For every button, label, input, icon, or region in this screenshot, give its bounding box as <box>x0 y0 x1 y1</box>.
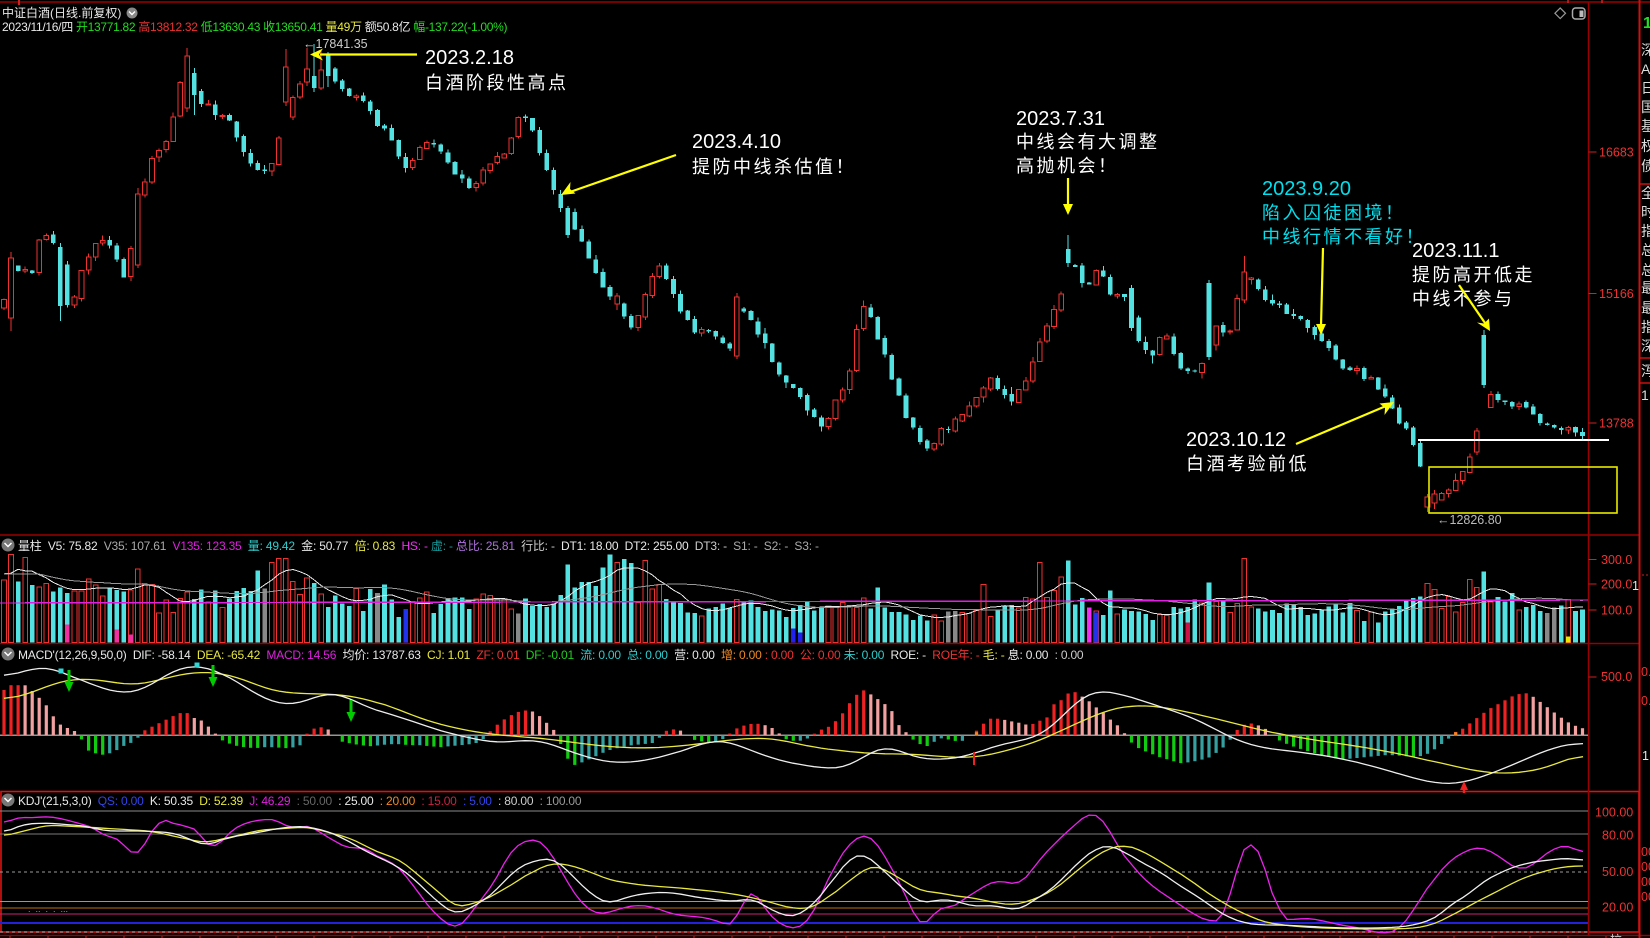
svg-text:总: 总 <box>1641 242 1650 258</box>
svg-text:. .. . . ...: . .. . . ... <box>28 904 68 914</box>
svg-text:2023.4.10: 2023.4.10 <box>692 131 781 153</box>
svg-text:0.0: 0.0 <box>1641 665 1650 679</box>
svg-text:2023/11/16/四 开13771.82 高13812.: 2023/11/16/四 开13771.82 高13812.32 低13630.… <box>2 19 507 34</box>
svg-text:200.0: 200.0 <box>1601 578 1632 592</box>
svg-text:15166: 15166 <box>1599 287 1634 301</box>
svg-text:13788: 13788 <box>1599 417 1634 431</box>
svg-text:KDJ'(21,5,3,0) QS: 0.00 K: 5: KDJ'(21,5,3,0) QS: 0.00 K: 50.35 D: 52.3… <box>18 794 582 808</box>
svg-text:指: 指 <box>1641 223 1650 239</box>
svg-text:泻: 泻 <box>1641 363 1650 379</box>
svg-text:债: 债 <box>1641 158 1650 174</box>
svg-text:80.00: 80.00 <box>1602 829 1633 843</box>
svg-text:全: 全 <box>1641 185 1650 201</box>
svg-text:时: 时 <box>1641 204 1650 220</box>
svg-text:00: 00 <box>1641 845 1650 859</box>
svg-text:权: 权 <box>1641 138 1650 154</box>
svg-text:高抛机会！: 高抛机会！ <box>1016 156 1119 176</box>
svg-text:2023.2.18: 2023.2.18 <box>425 47 514 69</box>
svg-text:00: 00 <box>1641 890 1650 904</box>
svg-text:中线行情不看好！: 中线行情不看好！ <box>1262 227 1426 247</box>
svg-text:A: A <box>1641 61 1650 77</box>
svg-text:指: 指 <box>1641 319 1650 335</box>
svg-text:国: 国 <box>1641 99 1650 115</box>
svg-text:中线会有大调整: 中线会有大调整 <box>1016 132 1160 152</box>
svg-text:20.00: 20.00 <box>1602 901 1633 915</box>
svg-text:300.0: 300.0 <box>1601 553 1632 567</box>
svg-text:提防高开低走: 提防高开低走 <box>1412 265 1535 285</box>
svg-text:深: 深 <box>1641 42 1650 58</box>
svg-text:白酒考验前低: 白酒考验前低 <box>1186 454 1309 474</box>
svg-text:2023.9.20: 2023.9.20 <box>1262 178 1351 200</box>
svg-text:日: 日 <box>1641 80 1650 96</box>
svg-text:中线不参与: 中线不参与 <box>1412 289 1515 309</box>
svg-text:量柱 V5: 75.82 V35: 107.61 V1: 量柱 V5: 75.82 V35: 107.61 V135: 123.35 量:… <box>18 538 819 553</box>
svg-text:00: 00 <box>1641 860 1650 874</box>
svg-text:最: 最 <box>1641 280 1650 296</box>
svg-text:1: 1 <box>1632 579 1639 593</box>
svg-text:100.0: 100.0 <box>1601 604 1632 618</box>
svg-text:500.0: 500.0 <box>1601 670 1632 684</box>
svg-text:陷入囚徒困境！: 陷入囚徒困境！ <box>1262 203 1406 223</box>
svg-text:0.0: 0.0 <box>1641 694 1650 708</box>
svg-text:1: 1 <box>1642 749 1649 763</box>
svg-text:最: 最 <box>1641 300 1650 316</box>
svg-text:MACD'(12,26,9,50,0) DIF: -58.: MACD'(12,26,9,50,0) DIF: -58.14 DEA: -65… <box>18 647 1084 662</box>
svg-text:16683: 16683 <box>1599 146 1634 160</box>
svg-text:中证白酒(日线.前复权): 中证白酒(日线.前复权) <box>2 5 125 20</box>
svg-text:基: 基 <box>1641 118 1650 134</box>
svg-text:←17841.35: ←17841.35 <box>303 37 368 51</box>
svg-text:00: 00 <box>1641 875 1650 889</box>
svg-text:提防中线杀估值！: 提防中线杀估值！ <box>692 157 856 177</box>
svg-text:2023.11.1: 2023.11.1 <box>1412 240 1500 262</box>
svg-text:50.00: 50.00 <box>1602 865 1633 879</box>
svg-text:深: 深 <box>1641 338 1650 354</box>
svg-text:1: 1 <box>1641 387 1649 403</box>
svg-text:1: 1 <box>1643 15 1650 32</box>
svg-text:←12826.80: ←12826.80 <box>1437 513 1502 527</box>
svg-text:100.00: 100.00 <box>1595 806 1633 820</box>
svg-text:一拉: 一拉 <box>1598 932 1622 938</box>
svg-text:2023.7.31: 2023.7.31 <box>1016 108 1105 130</box>
svg-text:总: 总 <box>1641 262 1650 278</box>
svg-text:白酒阶段性高点: 白酒阶段性高点 <box>425 73 569 93</box>
svg-text:2023.10.12: 2023.10.12 <box>1186 429 1286 451</box>
